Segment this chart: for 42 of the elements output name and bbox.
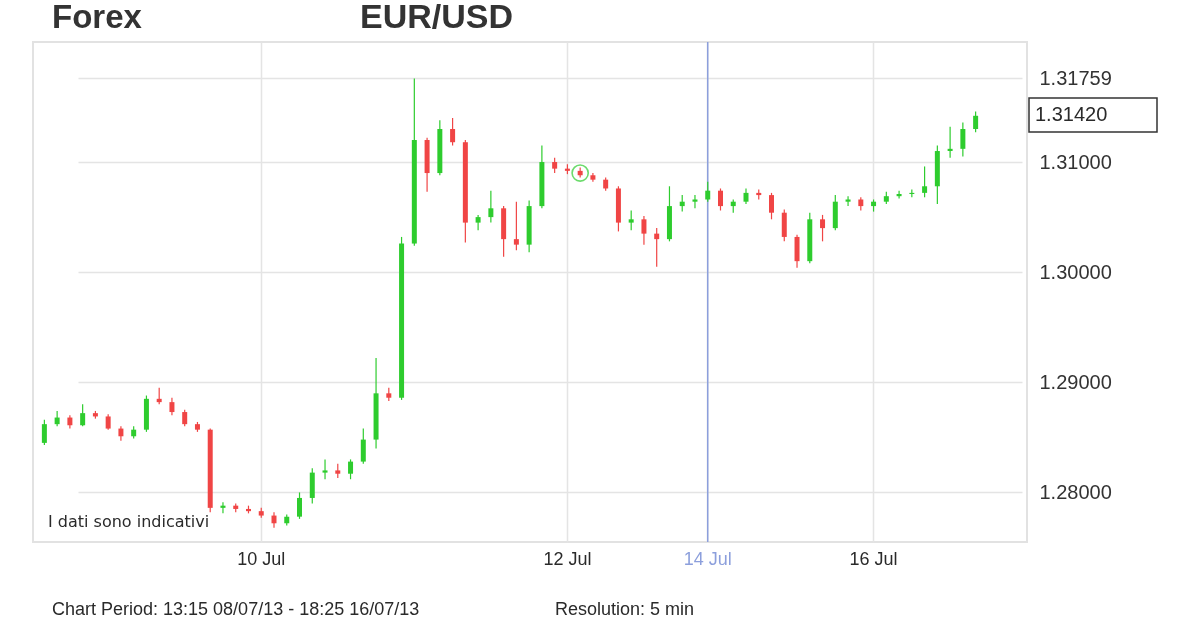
y-tick-label: 1.31000	[1039, 150, 1112, 173]
text: 1.31420	[1035, 103, 1108, 125]
candlestick	[922, 165, 928, 198]
candlestick	[80, 403, 86, 427]
candlestick	[692, 194, 698, 209]
candlestick	[845, 195, 851, 207]
candlestick	[973, 110, 979, 133]
text: Resolution: 5 min	[555, 599, 695, 619]
candlestick	[54, 410, 60, 427]
y-tick-label: 1.30000	[1039, 260, 1112, 283]
x-tick-label: 12 Jul	[543, 548, 592, 569]
annotation: I dati sono indicativi	[48, 512, 210, 531]
candlestick	[488, 190, 494, 224]
y-tick-label: 1.29000	[1039, 370, 1112, 393]
candlestick	[641, 215, 647, 246]
candlestick	[41, 419, 47, 446]
candlestick	[769, 192, 775, 220]
candlestick	[297, 491, 303, 520]
candlestick	[820, 214, 826, 242]
candlestick	[705, 181, 711, 203]
chart-subtitle: EUR/USD	[360, 0, 514, 35]
y-tick-label: 1.31759	[1039, 66, 1112, 89]
candlestick	[475, 214, 481, 231]
candlestick	[348, 458, 354, 480]
x-tick-label: 16 Jul	[849, 548, 898, 569]
candlestick	[947, 126, 953, 159]
candlestick	[118, 425, 124, 442]
candlestick	[450, 117, 456, 147]
chart-title: Forex	[52, 0, 143, 35]
y-tick-label: 1.28000	[1039, 480, 1112, 503]
candlestick	[360, 427, 366, 465]
x-tick-label: 10 Jul	[237, 548, 286, 569]
candlestick	[717, 187, 723, 212]
candlestick	[896, 190, 902, 199]
candlestick	[513, 201, 519, 251]
candlestick	[628, 209, 634, 231]
candlestick	[322, 458, 328, 480]
candlestick	[271, 511, 277, 529]
text: Chart Period: 13:15 08/07/13 - 18:25 16/07/13	[52, 599, 420, 619]
candlestick	[960, 121, 966, 158]
x-tick-label: 14 Jul	[683, 548, 732, 569]
candlestick	[220, 501, 226, 514]
